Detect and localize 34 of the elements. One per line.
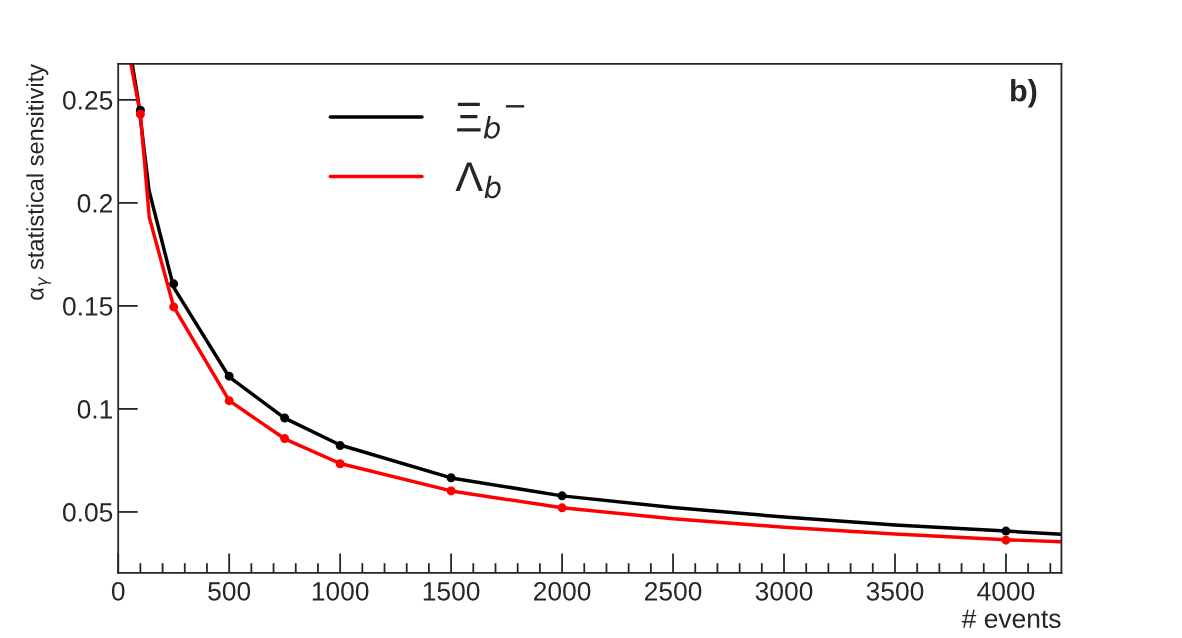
point [557, 503, 567, 513]
x-tick-label: 2500 [645, 581, 702, 601]
point [169, 279, 179, 289]
point [335, 441, 345, 451]
y-axis-title: α$_{γ}$ statistical sensitivity [26, 64, 51, 300]
point [224, 396, 234, 406]
point [335, 459, 345, 469]
x-tick-label: 4000 [977, 581, 1035, 601]
y-tick-label: 0.15 [63, 297, 113, 316]
y-tick-label: 0.1 [77, 400, 113, 419]
point [1001, 535, 1011, 545]
x-tick-label: 2000 [534, 581, 591, 601]
x-tick-label: 0 [111, 581, 125, 601]
y-tick-label: 0.05 [63, 503, 113, 522]
point [135, 109, 145, 119]
point [446, 473, 456, 483]
y-tick-label: 0.2 [77, 194, 113, 213]
legend-label: Ξ$_{b}$$^{−}$ [457, 102, 525, 139]
x-tick-label: 1500 [423, 581, 480, 601]
x-axis-title: # events [961, 609, 1061, 629]
point [557, 491, 567, 501]
x-tick-label: 3500 [866, 581, 924, 601]
y-tick-label: 0.25 [63, 90, 113, 110]
legend-label: Λ$_{b}$ [455, 162, 501, 199]
x-tick-label: 3000 [755, 581, 813, 601]
point [1001, 526, 1011, 536]
annotation: b) [1011, 79, 1037, 108]
x-tick-label: 500 [208, 581, 251, 601]
point [224, 371, 234, 381]
x-tick-label: 1000 [312, 581, 369, 601]
point [169, 302, 179, 312]
point [446, 486, 456, 496]
point [280, 434, 290, 444]
point [280, 413, 290, 423]
